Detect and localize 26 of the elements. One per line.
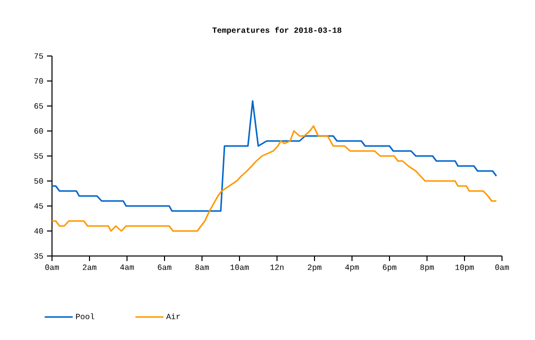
y-tick-label: 75 <box>34 53 43 59</box>
y-tick-label: 35 <box>34 253 43 259</box>
x-tick-label: 6am <box>158 264 172 270</box>
x-tick-label: 10am <box>230 264 249 270</box>
x-tick-label: 10pm <box>455 264 474 272</box>
x-tick-label: 8pm <box>420 264 434 272</box>
y-tick-label: 70 <box>34 78 43 84</box>
x-tick-label: 8am <box>195 264 209 270</box>
x-tick-label: 4am <box>120 264 134 270</box>
x-tick-label: 0am <box>45 264 59 270</box>
y-tick-label: 55 <box>34 153 43 159</box>
line-series <box>51 100 498 212</box>
legend-label: Air <box>166 313 180 320</box>
x-tick-label: 2am <box>82 264 96 270</box>
chart-title: Temperatures for 2018-03-18 <box>212 26 342 34</box>
x-tick-label: 4pm <box>345 264 359 272</box>
y-tick-label: 40 <box>34 228 43 234</box>
y-tick-label: 45 <box>34 203 43 209</box>
x-tick-label: 12n <box>270 264 284 270</box>
y-tick-label: 50 <box>34 178 43 184</box>
x-tick-label: 6pm <box>382 264 396 272</box>
x-tick-label: 2pm <box>308 264 322 272</box>
x-tick-label: 0am <box>495 264 509 270</box>
y-tick-label: 60 <box>34 128 43 134</box>
legend-label: Pool <box>76 313 94 320</box>
y-tick-label: 65 <box>34 103 43 109</box>
